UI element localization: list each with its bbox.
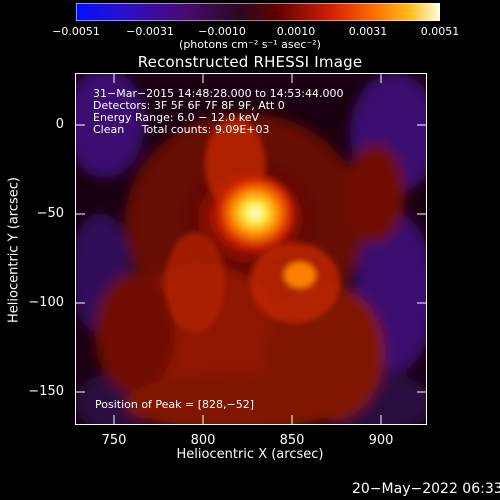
colorbar-tick: 0.0031 <box>348 25 388 38</box>
x-tick: 750 <box>101 433 127 448</box>
y-tick: 0 <box>55 117 64 132</box>
energy-range: Energy Range: 6.0 − 12.0 keV <box>93 111 260 124</box>
y-tick: −150 <box>28 384 64 399</box>
y-tick: −100 <box>28 295 64 310</box>
colorbar-tick-labels: −0.0051 −0.0031 −0.0010 0.0010 0.0031 0.… <box>0 0 500 60</box>
x-axis-label: Heliocentric X (arcsec) <box>176 447 324 462</box>
x-tick: 900 <box>368 433 394 448</box>
colorbar <box>76 3 440 21</box>
colorbar-tick: −0.0031 <box>126 25 174 38</box>
time-range: 31−Mar−2015 14:48:28.000 to 14:53:44.000 <box>93 87 344 100</box>
detectors: Detectors: 3F 5F 6F 7F 8F 9F, Att 0 <box>93 99 285 112</box>
x-tick: 850 <box>279 433 305 448</box>
y-axis-label: Heliocentric Y (arcsec) <box>6 177 22 323</box>
colorbar-tick: 0.0010 <box>276 25 316 38</box>
colorbar-units: (photons cm⁻² s⁻¹ asec⁻²) <box>179 38 321 51</box>
colorbar-tick: −0.0051 <box>52 25 100 38</box>
y-tick: −50 <box>36 206 64 221</box>
x-tick: 800 <box>190 433 216 448</box>
timestamp: 20−May−2022 06:33 <box>352 481 500 497</box>
image-title: Reconstructed RHESSI Image <box>137 53 363 71</box>
peak-position: Position of Peak = [828,−52] <box>95 398 255 411</box>
colorbar-tick: 0.0051 <box>420 25 460 38</box>
colorbar-tick: −0.0010 <box>198 25 246 38</box>
clean-total-counts: Clean Total counts: 9.09E+03 <box>93 123 270 136</box>
rhessi-image <box>75 73 427 425</box>
